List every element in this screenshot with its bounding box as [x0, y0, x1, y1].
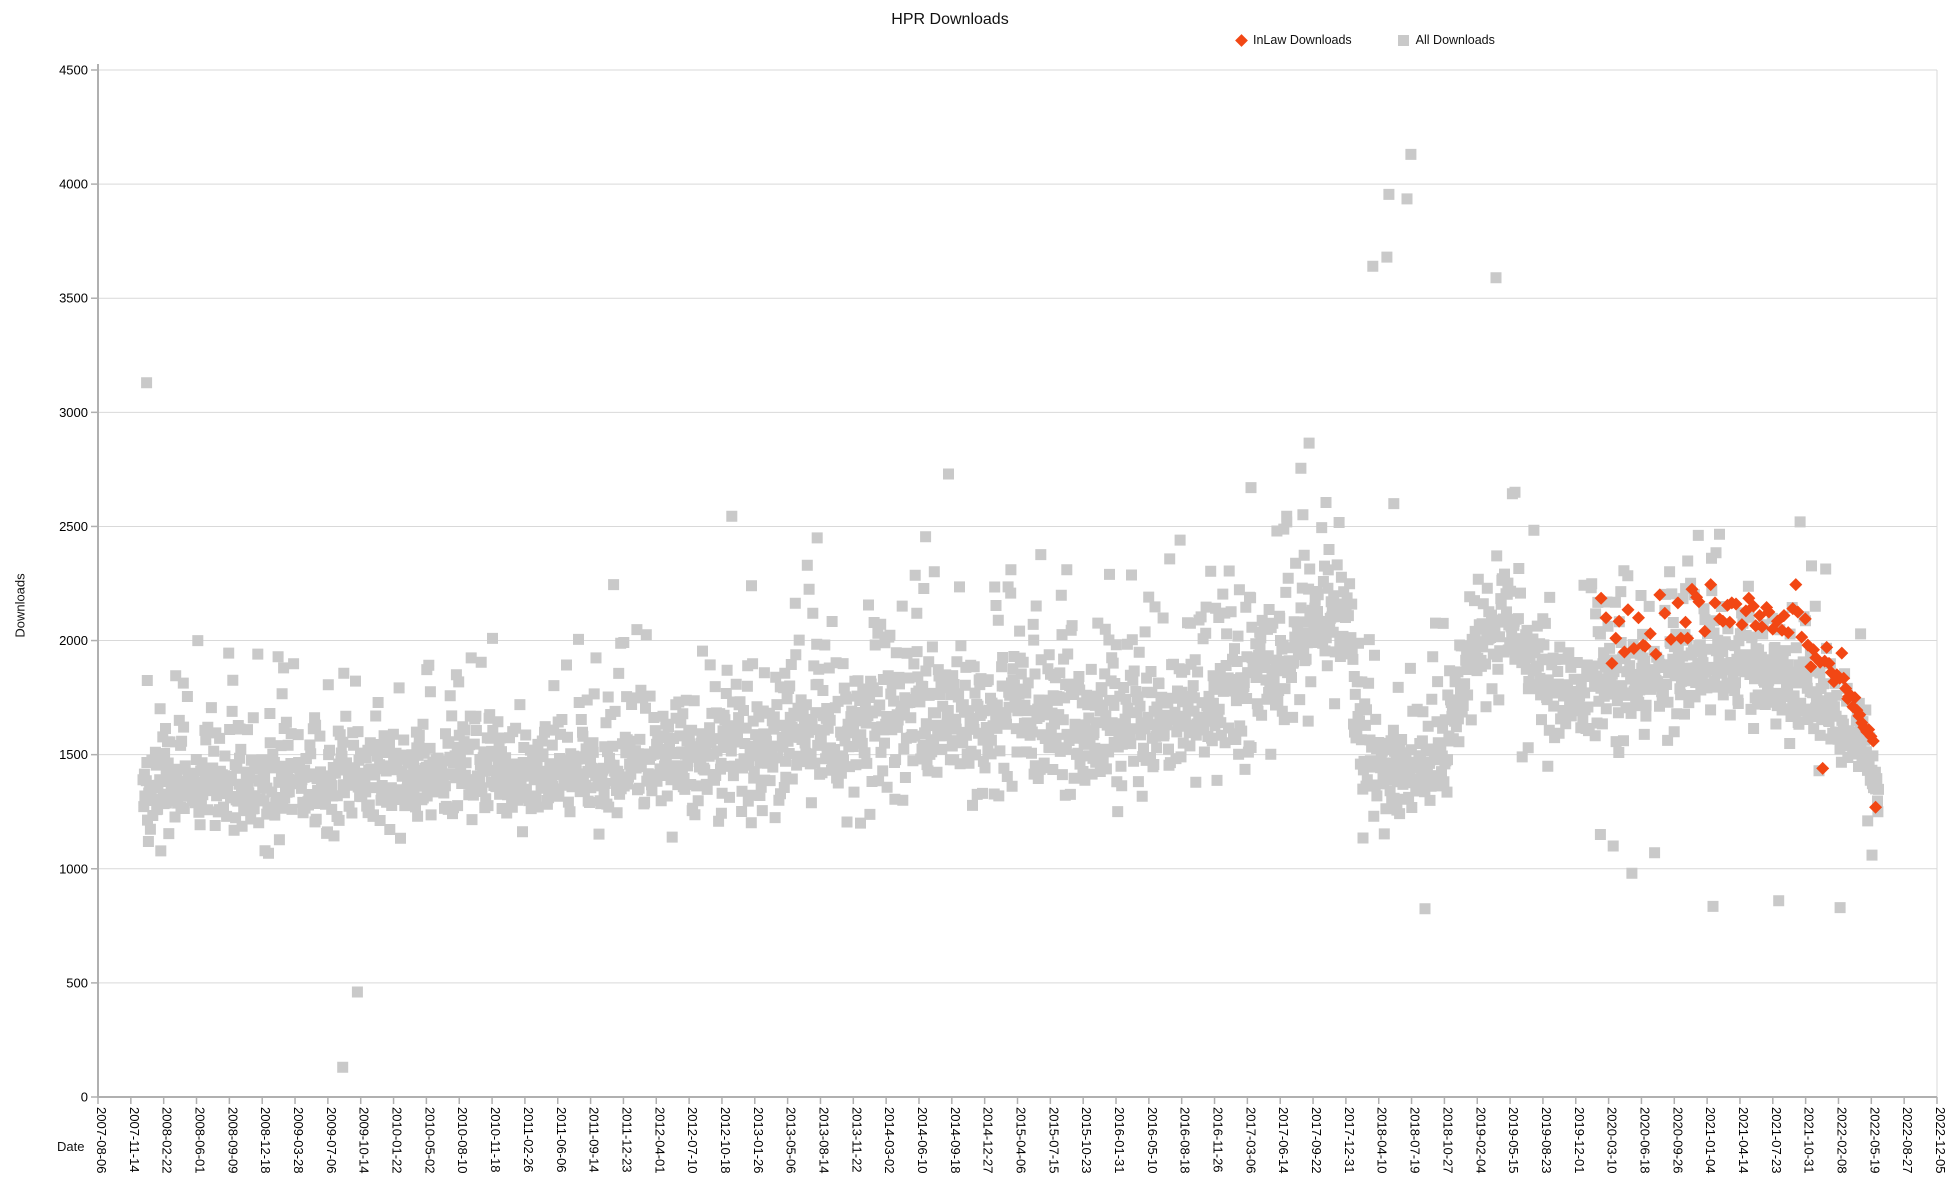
legend-item-all: All Downloads [1397, 33, 1495, 47]
x-tick-label: 2010-11-18 [488, 1107, 503, 1173]
x-tick-label: 2017-09-22 [1309, 1107, 1324, 1174]
x-tick-label: 2022-08-27 [1900, 1107, 1915, 1174]
y-tick-label: 3500 [59, 291, 88, 306]
x-tick-label: 2017-06-14 [1276, 1107, 1291, 1174]
y-axis-title: Downloads [12, 573, 28, 638]
legend-label-all: All Downloads [1415, 33, 1495, 47]
y-tick-label: 3000 [59, 405, 88, 420]
x-tick-label: 2018-07-19 [1408, 1107, 1423, 1174]
y-tick-label: 2500 [59, 519, 88, 534]
x-tick-label: 2013-11-22 [849, 1107, 864, 1173]
x-tick-label: 2009-10-14 [357, 1107, 372, 1174]
x-tick-label: 2014-06-10 [915, 1107, 930, 1174]
x-tick-label: 2019-12-01 [1572, 1107, 1587, 1174]
x-tick-label: 2008-02-22 [160, 1107, 175, 1174]
x-tick-label: 2014-09-18 [948, 1107, 963, 1174]
x-tick-label: 2011-02-26 [521, 1107, 536, 1173]
legend-label-inlaw: InLaw Downloads [1253, 33, 1352, 47]
x-tick-label: 2009-07-06 [324, 1107, 339, 1174]
x-tick-label: 2021-01-04 [1703, 1107, 1718, 1174]
x-tick-label: 2020-03-10 [1605, 1107, 1620, 1174]
x-tick-label: 2011-06-06 [554, 1107, 569, 1173]
y-tick-label: 1500 [59, 747, 88, 762]
x-tick-label: 2018-04-10 [1375, 1107, 1390, 1174]
all-square-marker-icon [1397, 34, 1409, 46]
x-tick-label: 2008-06-01 [193, 1107, 208, 1174]
x-axis-title: Date [57, 1139, 85, 1154]
x-tick-label: 2014-12-27 [981, 1107, 996, 1174]
x-tick-label: 2017-03-06 [1243, 1107, 1258, 1174]
x-tick-label: 2013-01-26 [751, 1107, 766, 1174]
x-tick-label: 2007-11-14 [127, 1107, 142, 1173]
x-tick-label: 2009-03-28 [291, 1107, 306, 1174]
x-tick-label: 2008-12-18 [258, 1107, 273, 1174]
x-tick-label: 2010-05-02 [422, 1107, 437, 1174]
legend: InLaw Downloads All Downloads [1235, 33, 1495, 47]
inlaw-diamond-marker-icon [1235, 33, 1248, 47]
x-tick-label: 2012-07-10 [685, 1107, 700, 1174]
x-tick-label: 2021-04-14 [1736, 1107, 1751, 1174]
x-tick-label: 2016-11-26 [1211, 1107, 1226, 1173]
x-tick-label: 2019-08-23 [1539, 1107, 1554, 1174]
x-tick-label: 2016-01-31 [1112, 1107, 1127, 1174]
x-tick-label: 2018-10-27 [1440, 1107, 1455, 1174]
x-tick-label: 2010-01-22 [390, 1107, 405, 1174]
x-tick-label: 2007-08-06 [94, 1107, 109, 1174]
x-tick-label: 2021-10-31 [1802, 1107, 1817, 1174]
x-tick-label: 2016-08-18 [1178, 1107, 1193, 1174]
y-tick-label: 4500 [59, 63, 88, 78]
x-tick-label: 2020-09-26 [1670, 1107, 1685, 1174]
x-tick-label: 2022-02-08 [1834, 1107, 1849, 1174]
legend-item-inlaw: InLaw Downloads [1235, 33, 1352, 47]
series-all-downloads [137, 148, 1884, 1073]
x-tick-label: 2019-05-15 [1506, 1107, 1521, 1174]
x-tick-label: 2015-04-06 [1014, 1107, 1029, 1174]
x-tick-label: 2011-09-14 [587, 1107, 602, 1173]
series-inlaw-downloads [1594, 578, 1883, 814]
x-tick-label: 2014-03-02 [882, 1107, 897, 1174]
y-tick-label: 1000 [59, 861, 88, 876]
x-tick-label: 2019-02-04 [1473, 1107, 1488, 1174]
x-tick-label: 2015-10-23 [1079, 1107, 1094, 1174]
x-tick-label: 2015-07-15 [1046, 1107, 1061, 1174]
x-tick-label: 2022-12-05 [1933, 1107, 1948, 1174]
x-tick-label: 2016-05-10 [1145, 1107, 1160, 1174]
x-tick-label: 2012-04-01 [652, 1107, 667, 1174]
y-tick-label: 2000 [59, 633, 88, 648]
x-tick-label: 2013-05-06 [784, 1107, 799, 1174]
x-tick-label: 2011-12-23 [619, 1107, 634, 1173]
x-tick-label: 2021-07-23 [1769, 1107, 1784, 1174]
y-tick-label: 500 [66, 975, 88, 990]
x-tick-label: 2008-09-09 [225, 1107, 240, 1174]
x-tick-label: 2017-12-31 [1342, 1107, 1357, 1174]
chart-title: HPR Downloads [891, 11, 1009, 28]
x-tick-label: 2013-08-14 [816, 1107, 831, 1174]
x-tick-label: 2010-08-10 [455, 1107, 470, 1174]
x-tick-label: 2012-10-18 [718, 1107, 733, 1174]
y-tick-label: 0 [81, 1090, 88, 1105]
x-tick-label: 2022-05-19 [1867, 1107, 1882, 1174]
y-tick-label: 4000 [59, 177, 88, 192]
x-tick-label: 2020-06-18 [1637, 1107, 1652, 1174]
